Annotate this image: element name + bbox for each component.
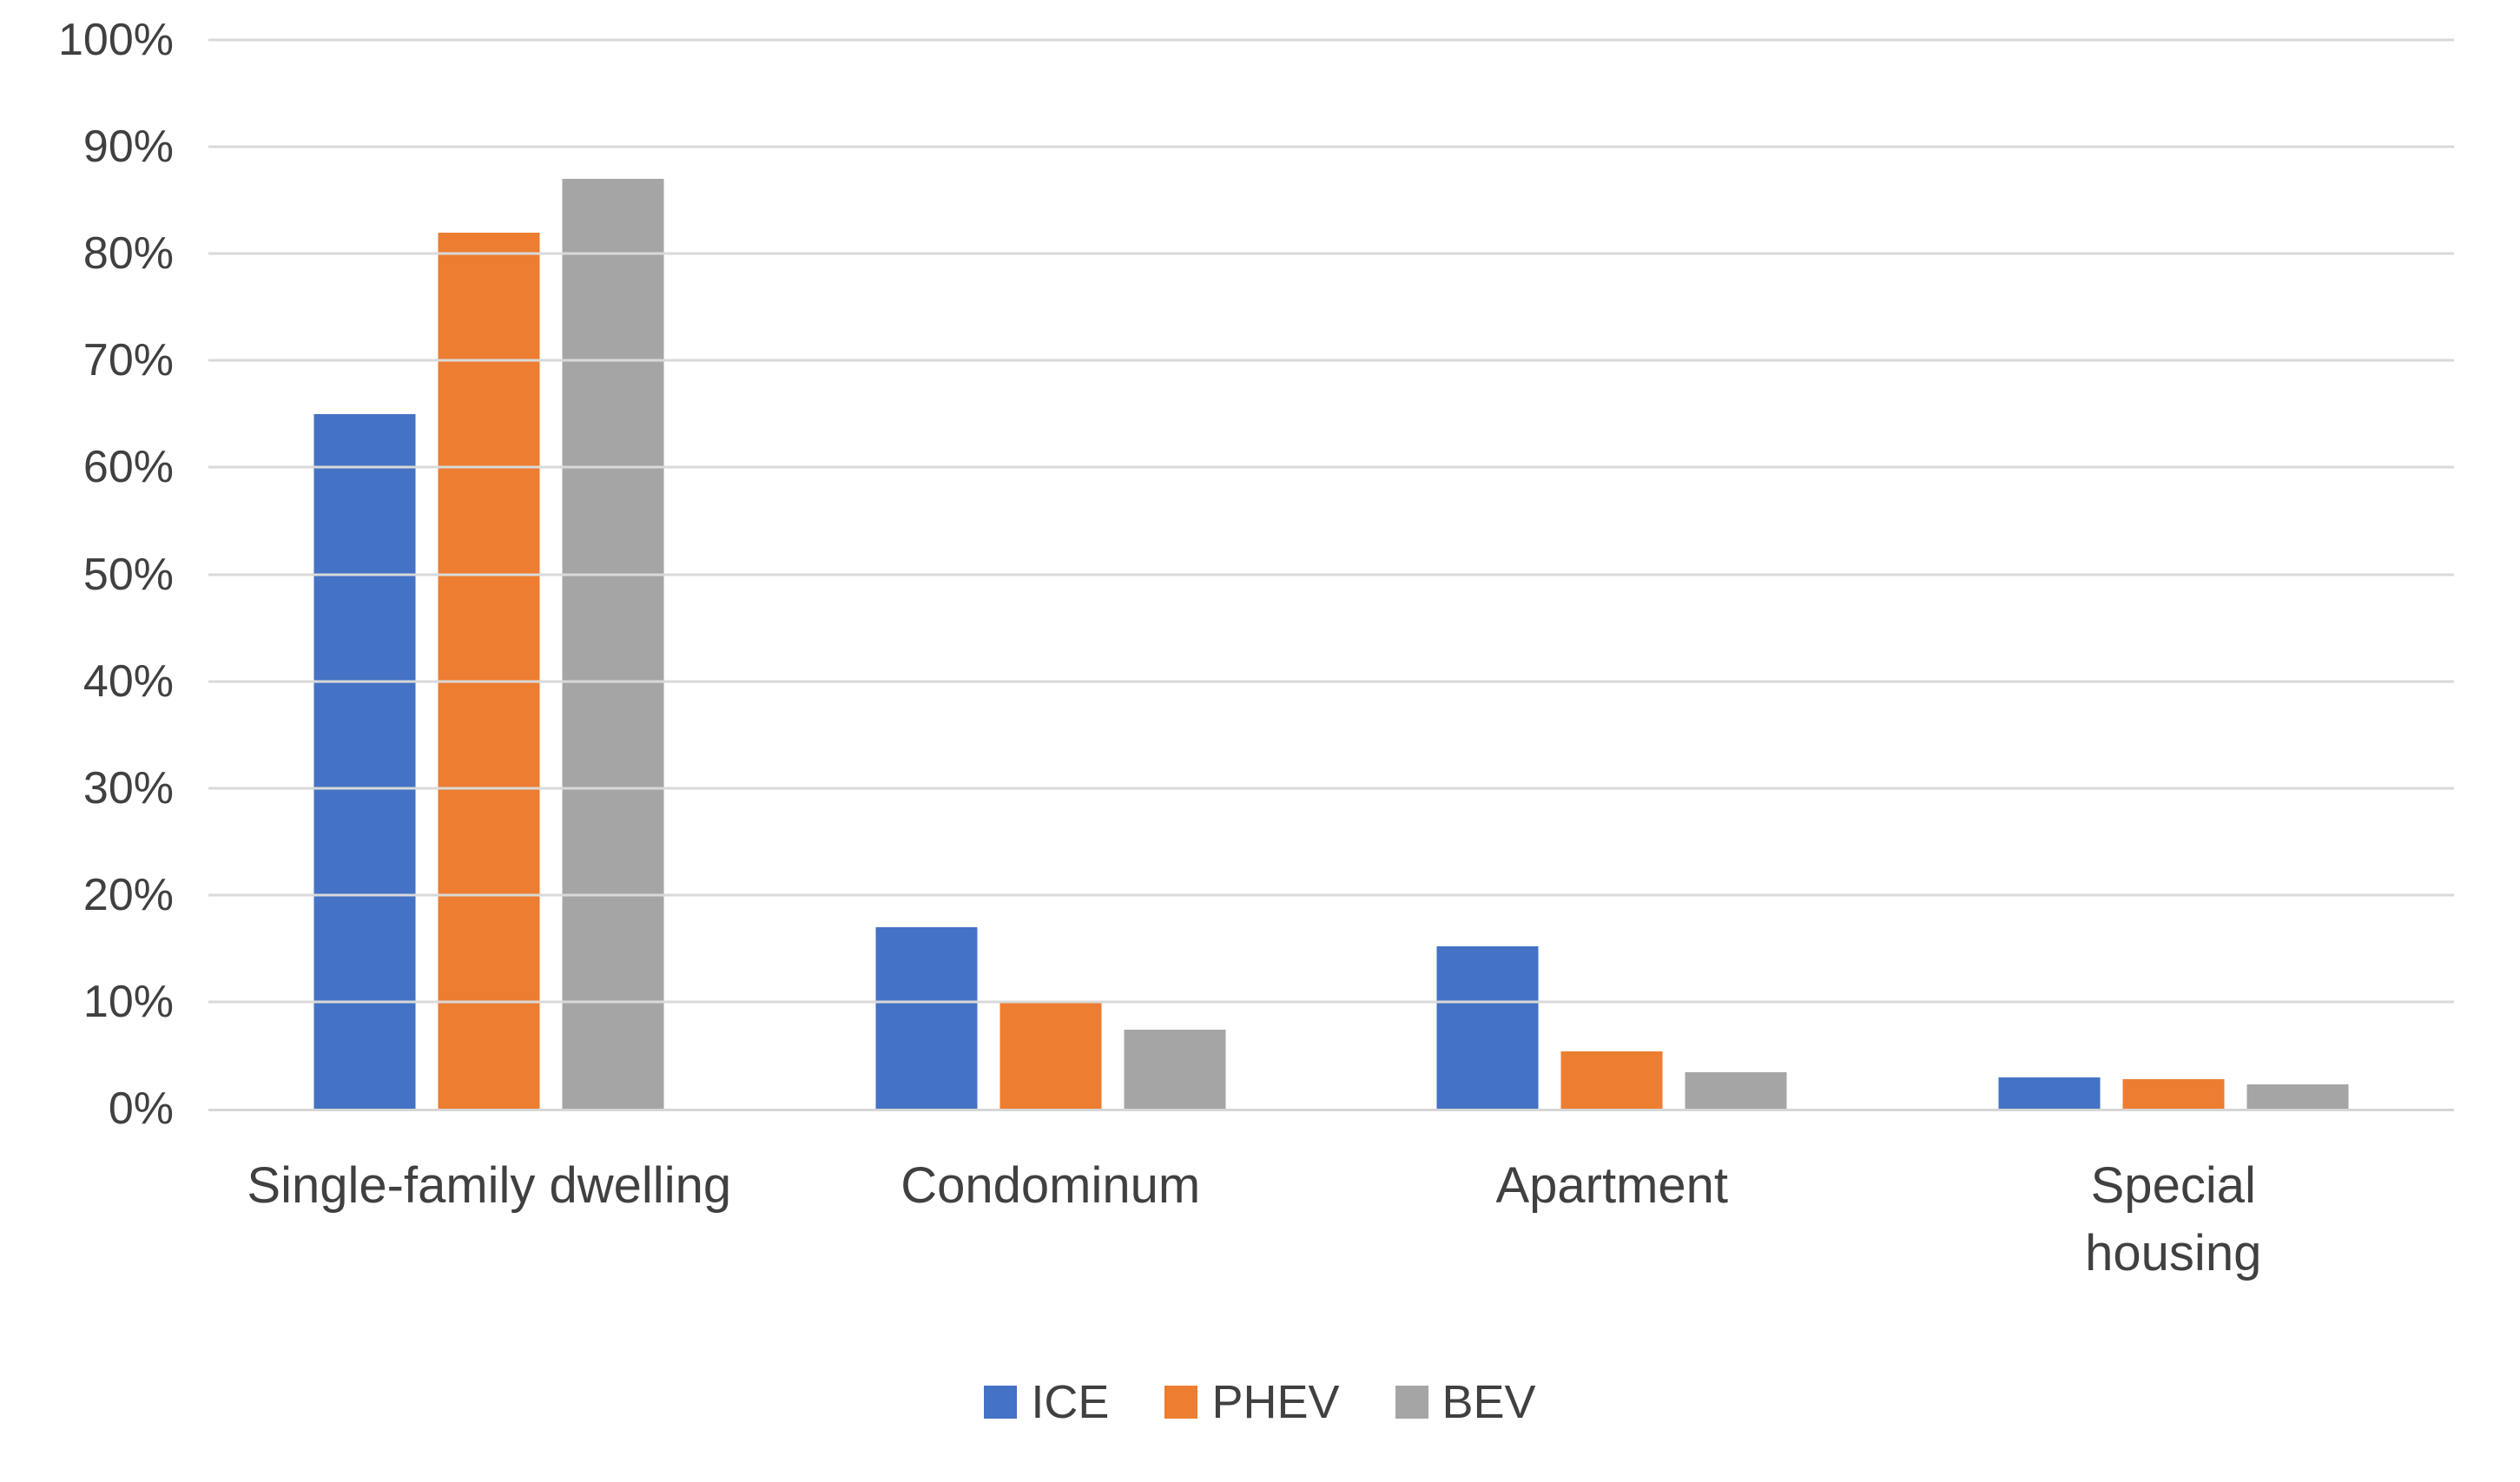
bar-group xyxy=(875,40,1226,1109)
legend-label: PHEV xyxy=(1211,1376,1340,1428)
gridline xyxy=(208,252,2454,255)
legend-item: BEV xyxy=(1395,1379,1536,1426)
bar-group xyxy=(1436,40,1787,1109)
bar-bev xyxy=(1685,1072,1787,1109)
bar-ice xyxy=(1998,1077,2101,1109)
gridline xyxy=(208,573,2454,576)
legend-label: BEV xyxy=(1441,1376,1536,1428)
y-tick-label: 20% xyxy=(82,869,174,920)
bar-phev xyxy=(438,232,540,1109)
legend-label: ICE xyxy=(1031,1376,1110,1428)
bar-bev xyxy=(562,179,664,1109)
x-axis-labels: Single-family dwelling Condominum Apartmen… xyxy=(208,1152,2454,1326)
bar-group xyxy=(1998,40,2349,1109)
y-tick-label: 50% xyxy=(82,549,174,600)
gridline xyxy=(208,893,2454,897)
category-label: Condominum xyxy=(900,1157,1201,1214)
y-tick-label: 80% xyxy=(82,228,174,280)
gridline xyxy=(208,465,2454,469)
category-label: Apartment xyxy=(1495,1157,1729,1214)
category-label: Special housing xyxy=(2085,1157,2262,1282)
gridline xyxy=(208,787,2454,790)
y-tick-label: 90% xyxy=(82,122,174,173)
y-tick-label: 40% xyxy=(82,655,174,707)
bar-ice xyxy=(313,413,416,1109)
y-tick-label: 0% xyxy=(108,1084,174,1134)
legend-swatch xyxy=(1164,1386,1198,1419)
y-tick-label: 10% xyxy=(82,976,174,1027)
y-axis: 0% 10% 20% 30% 40% 50% 60% 70% 80% 90% 100% xyxy=(0,17,174,1131)
legend-swatch xyxy=(1395,1386,1428,1419)
y-tick-label: 30% xyxy=(82,762,174,813)
bar-groups xyxy=(208,40,2454,1109)
y-tick-label: 70% xyxy=(82,335,174,386)
gridline xyxy=(208,359,2454,362)
y-tick-label: 60% xyxy=(82,442,174,493)
bar-bev xyxy=(1124,1029,1226,1109)
plot-area xyxy=(208,38,2454,1111)
bar-group xyxy=(313,40,664,1109)
bar-phev xyxy=(1560,1051,1663,1109)
bar-phev xyxy=(2122,1078,2225,1109)
bar-ice xyxy=(875,926,978,1109)
bar-bev xyxy=(2246,1084,2349,1109)
legend: ICE PHEV BEV xyxy=(0,1379,2520,1426)
legend-item: PHEV xyxy=(1164,1376,1340,1428)
gridline xyxy=(208,38,2454,42)
gridline xyxy=(208,145,2454,148)
bar-ice xyxy=(1436,945,1539,1109)
y-tick-label: 100% xyxy=(58,15,174,65)
legend-item: ICE xyxy=(984,1379,1109,1426)
bar-phev xyxy=(999,1001,1102,1109)
legend-swatch xyxy=(984,1386,1018,1419)
gridline xyxy=(208,680,2454,683)
category-label: Single-family dwelling xyxy=(247,1157,732,1214)
gridline xyxy=(208,1000,2454,1004)
